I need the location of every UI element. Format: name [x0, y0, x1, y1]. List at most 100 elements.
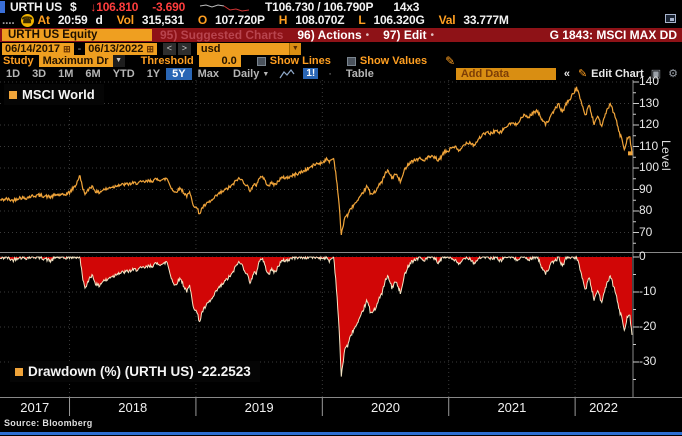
function-title: G 1843: MSCI MAX DD	[549, 28, 677, 42]
menu-item-suggested-charts[interactable]: 95) Suggested Charts	[160, 28, 284, 42]
x-year-label-2017: 2017	[20, 400, 50, 415]
screen-grab-icon[interactable]	[665, 14, 676, 23]
open-price: 107.720P	[214, 13, 265, 27]
date-from-field[interactable]: 06/14/2017 ⊞	[2, 42, 74, 55]
date-from-value: 06/14/2017	[5, 42, 61, 55]
separator-dot: ·	[328, 67, 332, 80]
phone-icon[interactable]: ☎	[20, 13, 34, 27]
show-values-checkbox[interactable]	[346, 56, 356, 66]
x-year-label-2020: 2020	[371, 400, 400, 415]
drawdown-legend: Drawdown (%) (URTH US) -22.2523	[10, 361, 260, 382]
actions-bullet-icon: •	[365, 29, 370, 41]
y-tick-label-70: 70	[639, 224, 653, 239]
currency-value: usd	[200, 42, 221, 55]
ellipsis: ....	[2, 13, 15, 27]
next-period-button[interactable]: >	[177, 42, 191, 55]
events-flag-button[interactable]: 1!	[303, 68, 319, 79]
volume: 315,531	[141, 13, 184, 27]
source-attribution: Source: Bloomberg	[4, 418, 93, 428]
y-tick-label-120: 120	[639, 117, 660, 131]
period-button-ytd[interactable]: YTD	[112, 67, 135, 80]
period-button-max[interactable]: Max	[197, 67, 220, 80]
chart-type-icon[interactable]	[279, 68, 295, 80]
val-label: Val	[438, 13, 456, 27]
table-button[interactable]: Table	[345, 67, 374, 80]
low-label: L	[358, 13, 366, 27]
command-bar: URTH US Equity 95) Suggested Charts 96) …	[0, 28, 682, 42]
level-legend-label: MSCI World	[22, 87, 95, 102]
y-tick-label-130: 130	[639, 95, 660, 110]
chevron-down-icon[interactable]: ▼	[112, 55, 125, 67]
y-tick-label-80: 80	[639, 203, 653, 217]
x-year-label-2021: 2021	[497, 400, 527, 415]
calendar-icon[interactable]: ⊞	[63, 43, 71, 54]
y-tick-label-140: 140	[639, 74, 660, 88]
frequency-select[interactable]: Daily ▼	[233, 68, 269, 80]
period-button-1d[interactable]: 1D	[6, 67, 21, 80]
currency-select[interactable]: usd ▼	[196, 42, 301, 55]
collapse-chevrons[interactable]: «	[563, 67, 570, 80]
calendar-icon[interactable]: ⊞	[146, 43, 154, 54]
y-axis-title: Level	[659, 140, 673, 172]
value-traded: 33.777M	[463, 13, 509, 27]
bid-ask: T106.730 / 106.790P	[265, 0, 374, 14]
date-range-row: 06/14/2017 ⊞ - 06/13/2022 ⊞ < > usd ▼	[0, 42, 682, 55]
period-button-1y[interactable]: 1Y	[146, 67, 161, 80]
date-dash: -	[77, 42, 82, 55]
threshold-input[interactable]: 0.0	[198, 55, 241, 67]
chevron-down-icon: ▼	[262, 70, 270, 78]
msci-world-line	[0, 86, 633, 235]
period-button-5y[interactable]: 5Y	[166, 67, 192, 80]
y-tick-label-110: 110	[639, 138, 659, 153]
down-arrow-icon: ↓	[90, 0, 97, 14]
y-tick-label-90: 90	[639, 181, 653, 196]
menu-item-edit[interactable]: 97) Edit	[383, 28, 427, 42]
chevron-down-icon[interactable]: ▼	[288, 42, 301, 55]
add-data-field[interactable]: Add Data	[455, 67, 556, 80]
at-label: At	[37, 13, 50, 27]
study-row: Study Maximum Dr ▼ Threshold 0.0 Show Lin…	[0, 54, 682, 68]
y-tick-label-100: 100	[639, 160, 660, 174]
show-values-label: Show Values	[359, 55, 428, 67]
y-tick-label-dd-10: -10	[639, 284, 657, 298]
lot-size: 14x3	[393, 0, 420, 14]
edit-pencil-icon[interactable]: ✎	[577, 68, 588, 80]
series-swatch-icon	[9, 90, 17, 99]
y-tick-label-dd-30: -30	[639, 354, 657, 368]
threshold-label: Threshold	[140, 55, 194, 67]
drawdown-legend-label: Drawdown (%) (URTH US) -22.2523	[28, 364, 251, 379]
x-year-label-2022: 2022	[589, 400, 618, 415]
chart-canvas[interactable]	[0, 80, 682, 436]
menu-item-actions[interactable]: 96) Actions	[297, 28, 362, 42]
period-button-1m[interactable]: 1M	[58, 67, 74, 80]
y-tick-label-dd-20: -20	[639, 319, 657, 333]
x-year-label-2019: 2019	[244, 400, 274, 415]
level-legend: MSCI World	[4, 84, 104, 105]
edit-bullet-icon: •	[430, 29, 434, 41]
low-price: 106.320G	[373, 13, 425, 27]
sparkline-icon	[199, 3, 250, 12]
chart-toolbar: 1D 3D 1M 6M YTD 1Y 5Y Max Daily ▼ 1! · Table Ad…	[0, 67, 682, 80]
study-select[interactable]: Maximum Dr	[38, 55, 113, 67]
edit-chart-button[interactable]: Edit Chart	[591, 67, 644, 80]
x-year-label-2018: 2018	[118, 400, 148, 415]
prev-period-button[interactable]: <	[162, 42, 176, 55]
annotate-pencil-icon[interactable]: ✎	[445, 54, 456, 68]
date-to-field[interactable]: 06/13/2022 ⊞	[85, 42, 157, 55]
security-box[interactable]: URTH US Equity	[2, 29, 152, 41]
series-swatch-icon	[15, 367, 23, 376]
frequency-value: Daily	[233, 67, 260, 80]
period-button-3d[interactable]: 3D	[32, 67, 47, 80]
vol-label: Vol	[116, 13, 134, 27]
y-tick-label-dd0: 0	[639, 249, 646, 263]
panel-layout-icon[interactable]: ▣	[650, 68, 662, 80]
study-label: Study	[3, 55, 34, 67]
date-to-value: 06/13/2022	[88, 42, 144, 55]
session-code: d	[95, 13, 103, 27]
gear-icon[interactable]: ⚙	[668, 68, 678, 80]
show-lines-checkbox[interactable]	[256, 56, 266, 66]
period-button-6m[interactable]: 6M	[85, 67, 101, 80]
drawdown-area	[0, 257, 632, 377]
price-change: -3.690	[152, 0, 186, 14]
